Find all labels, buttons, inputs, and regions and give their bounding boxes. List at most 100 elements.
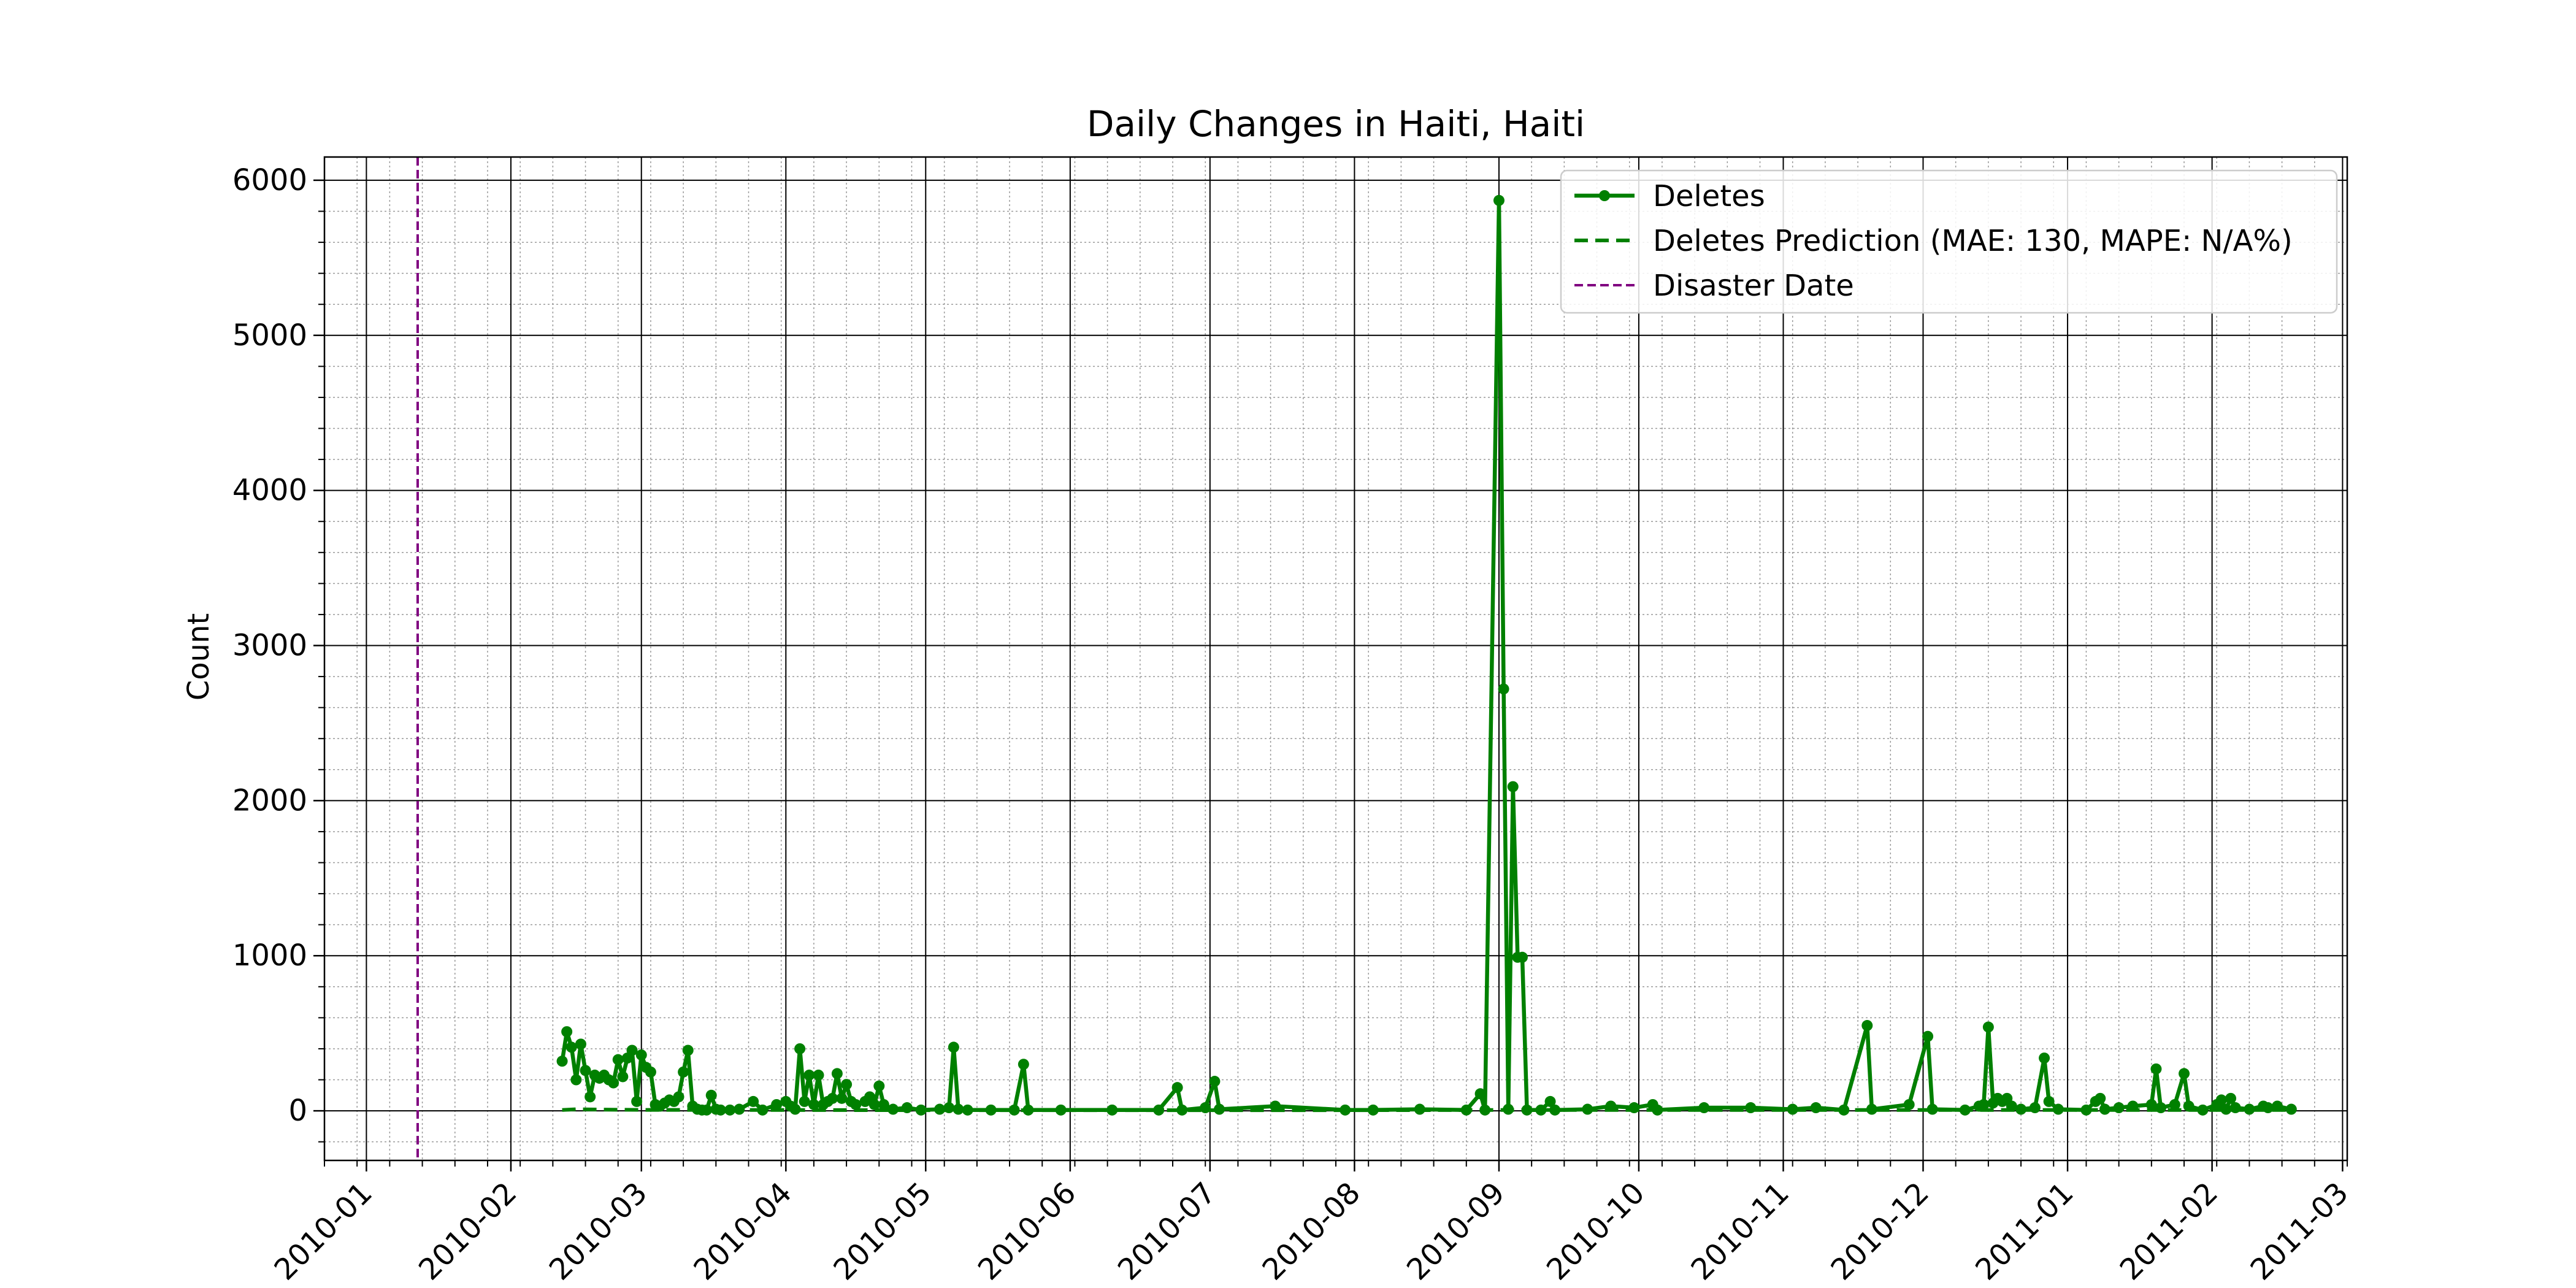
data-point	[1922, 1030, 1934, 1042]
y-tick-label: 4000	[232, 473, 307, 508]
data-point	[626, 1045, 638, 1056]
data-point	[1978, 1098, 1990, 1110]
x-tick-label: 2011-03	[2244, 1176, 2355, 1287]
data-point	[878, 1098, 889, 1110]
data-point	[1209, 1076, 1221, 1087]
data-point	[2095, 1092, 2106, 1104]
legend-label: Disaster Date	[1653, 269, 1854, 303]
data-point	[561, 1026, 573, 1038]
data-point	[678, 1066, 689, 1078]
y-tick-label: 1000	[232, 938, 307, 973]
x-tick-label: 2010-01	[267, 1176, 378, 1287]
x-tick-label: 2010-02	[412, 1176, 523, 1287]
x-tick-label: 2010-03	[543, 1176, 654, 1287]
data-point	[2099, 1103, 2110, 1115]
data-point	[2225, 1092, 2237, 1104]
data-point	[827, 1092, 838, 1104]
legend-marker-deletes	[1599, 190, 1610, 201]
x-tick-label: 2010-07	[1111, 1176, 1222, 1287]
series-line-deletes	[560, 198, 2292, 1113]
x-tick-label: 2010-04	[687, 1176, 798, 1287]
data-point	[701, 1104, 713, 1116]
data-point	[556, 1056, 568, 1067]
y-tick-label: 2000	[232, 783, 307, 818]
data-point	[705, 1089, 717, 1101]
data-point	[612, 1054, 624, 1065]
data-point	[1861, 1020, 1873, 1032]
data-point	[2179, 1068, 2190, 1079]
data-point	[1171, 1082, 1183, 1094]
data-point	[1866, 1103, 1877, 1115]
x-tick-label: 2010-08	[1255, 1176, 1367, 1287]
data-point	[617, 1071, 629, 1083]
x-tick-label: 2010-06	[972, 1176, 1083, 1287]
data-point	[580, 1065, 591, 1076]
y-tick-label: 0	[288, 1094, 307, 1128]
data-point	[2262, 1102, 2274, 1114]
legend: Deletes Deletes Prediction (MAE: 130, MAP…	[1560, 169, 2338, 314]
data-point	[1176, 1104, 1188, 1116]
chart-title: Daily Changes in Haiti, Haiti	[1087, 103, 1585, 145]
data-point	[1507, 781, 1519, 792]
data-point	[2285, 1103, 2297, 1115]
data-point	[1367, 1104, 1379, 1116]
x-tick-label: 2010-11	[1685, 1176, 1796, 1287]
data-point	[873, 1080, 885, 1092]
legend-box	[1560, 169, 2338, 314]
data-point	[948, 1041, 959, 1053]
data-point	[2052, 1103, 2064, 1115]
data-point	[2244, 1103, 2255, 1115]
data-point	[1498, 683, 1509, 695]
ticks-layer: 2010-01 2010-02 2010-03 2010-04 2010-05 2010-…	[232, 163, 2355, 1287]
data-point	[1474, 1088, 1486, 1100]
y-tick-label: 5000	[232, 318, 307, 353]
data-point	[794, 1043, 806, 1054]
data-point	[645, 1066, 656, 1078]
legend-label: Deletes Prediction (MAE: 130, MAPE: N/A%…	[1653, 224, 2293, 258]
data-point	[575, 1038, 586, 1050]
legend-label: Deletes	[1653, 179, 1765, 213]
data-point	[682, 1045, 694, 1056]
data-point	[2215, 1094, 2227, 1106]
data-point	[831, 1068, 843, 1079]
data-point	[1982, 1021, 1994, 1033]
data-point	[1493, 194, 1505, 206]
data-point	[1926, 1103, 1938, 1115]
data-point	[803, 1069, 815, 1081]
data-point	[608, 1077, 619, 1089]
data-point	[799, 1095, 810, 1107]
x-tick-label: 2010-12	[1825, 1176, 1936, 1287]
data-point	[813, 1069, 824, 1081]
data-point	[570, 1074, 582, 1086]
x-tick-label: 2011-02	[2114, 1176, 2225, 1287]
data-point	[585, 1091, 596, 1103]
data-point	[868, 1098, 880, 1110]
x-tick-label: 2010-10	[1540, 1176, 1651, 1287]
data-point	[2145, 1098, 2157, 1110]
data-point	[887, 1103, 899, 1115]
data-point	[1055, 1104, 1067, 1116]
data-point	[635, 1049, 647, 1061]
data-point	[1535, 1104, 1547, 1116]
data-point	[2043, 1095, 2055, 1107]
data-point	[1544, 1095, 1556, 1107]
data-point	[631, 1095, 643, 1107]
data-point	[771, 1098, 783, 1110]
x-tick-label: 2011-01	[1969, 1176, 2080, 1287]
series-line-prediction	[562, 1107, 2291, 1113]
data-point	[836, 1092, 848, 1104]
data-point	[1018, 1059, 1029, 1070]
series-layer	[556, 194, 2297, 1116]
data-point	[1903, 1098, 1915, 1110]
data-point	[748, 1095, 759, 1107]
x-tick-label: 2010-05	[827, 1176, 938, 1287]
data-point	[2197, 1104, 2209, 1116]
data-point	[2150, 1063, 2162, 1075]
data-point	[850, 1098, 862, 1110]
data-point	[1516, 951, 1528, 963]
data-point	[673, 1091, 684, 1103]
y-tick-label: 6000	[232, 163, 307, 197]
data-point	[2015, 1103, 2027, 1115]
